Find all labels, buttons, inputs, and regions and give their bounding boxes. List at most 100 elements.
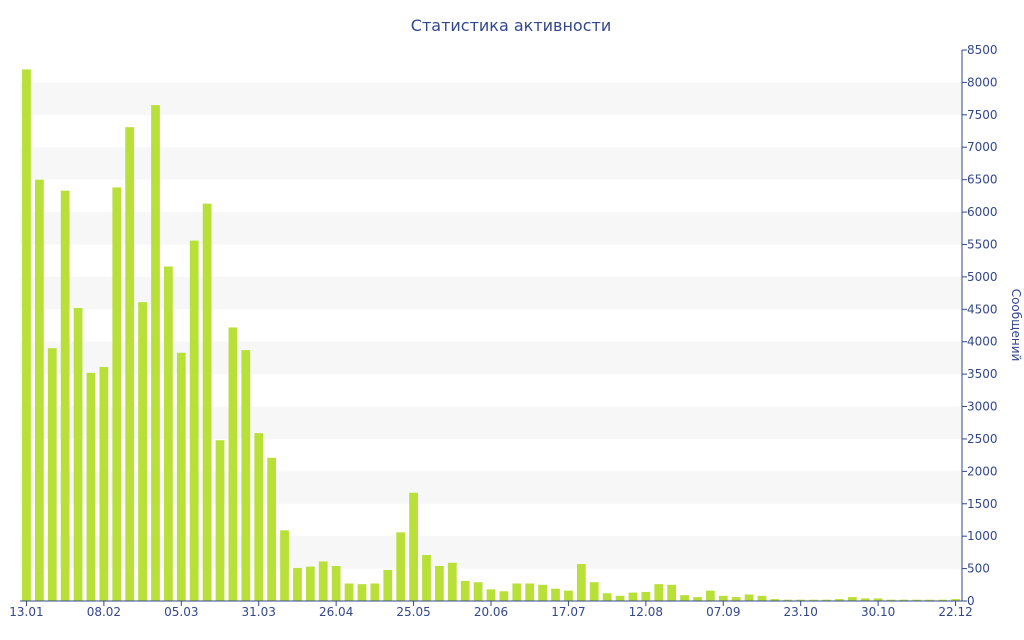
y-tick-label: 2500 bbox=[967, 432, 998, 446]
bar bbox=[202, 203, 212, 601]
bars-group bbox=[22, 69, 960, 602]
x-tick-label: 08.02 bbox=[87, 605, 121, 619]
bar bbox=[22, 69, 31, 601]
bar bbox=[228, 327, 238, 601]
bar bbox=[951, 599, 960, 601]
bar bbox=[383, 569, 393, 601]
y-tick-label: 6000 bbox=[967, 205, 998, 219]
y-tick-label: 4500 bbox=[967, 302, 998, 316]
bar bbox=[667, 584, 677, 601]
bar bbox=[47, 348, 57, 601]
y-tick-label: 2000 bbox=[967, 464, 998, 478]
bar bbox=[215, 440, 225, 601]
bar bbox=[822, 599, 831, 601]
x-tick-label: 23.10 bbox=[784, 605, 818, 619]
bar bbox=[564, 590, 573, 601]
bar bbox=[473, 582, 483, 601]
bar bbox=[34, 179, 44, 601]
y-tick-label: 4000 bbox=[967, 335, 998, 349]
x-tick-label: 31.03 bbox=[242, 605, 276, 619]
bar bbox=[176, 352, 186, 601]
x-tick-label: 30.10 bbox=[861, 605, 895, 619]
bar bbox=[770, 599, 780, 601]
bar bbox=[189, 240, 199, 601]
bar bbox=[125, 127, 135, 601]
bar bbox=[873, 598, 883, 601]
bar bbox=[809, 599, 818, 601]
bar bbox=[576, 564, 586, 601]
bar bbox=[86, 372, 96, 601]
bar bbox=[602, 593, 612, 601]
bar bbox=[331, 566, 341, 601]
bar bbox=[370, 583, 380, 601]
y-axis-ticks: 0 500 1000 1500 2000 2500 3000 3500 4000 4500 5000… bbox=[962, 43, 998, 608]
x-tick-label: 20.06 bbox=[474, 605, 508, 619]
x-tick-label: 22.12 bbox=[938, 605, 972, 619]
bar bbox=[293, 567, 302, 601]
bar bbox=[460, 580, 470, 601]
grid-band bbox=[20, 82, 962, 115]
bar bbox=[705, 590, 715, 601]
bar bbox=[344, 583, 354, 601]
bar bbox=[757, 595, 767, 601]
x-tick-label: 12.08 bbox=[629, 605, 663, 619]
y-tick-label: 5500 bbox=[967, 237, 998, 251]
grid-band bbox=[20, 147, 962, 180]
y-tick-label: 3500 bbox=[967, 367, 998, 381]
bar bbox=[435, 566, 444, 601]
bar bbox=[151, 105, 160, 601]
bar bbox=[744, 594, 754, 601]
grid-bands bbox=[20, 82, 962, 569]
y-tick-label: 7000 bbox=[967, 140, 998, 154]
bar bbox=[112, 187, 122, 601]
bar bbox=[499, 591, 509, 601]
bar bbox=[60, 190, 70, 602]
x-tick-label: 07.09 bbox=[706, 605, 740, 619]
bar bbox=[422, 554, 431, 601]
bar bbox=[860, 598, 870, 601]
bar bbox=[241, 350, 251, 601]
bar bbox=[912, 599, 922, 601]
bar bbox=[318, 561, 328, 601]
bar bbox=[654, 584, 664, 601]
bar bbox=[641, 591, 651, 601]
grid-band bbox=[20, 536, 962, 569]
bar bbox=[538, 584, 547, 601]
bar bbox=[847, 597, 857, 601]
bar bbox=[305, 566, 315, 601]
x-tick-label: 13.01 bbox=[9, 605, 43, 619]
bar bbox=[138, 302, 147, 601]
y-tick-label: 7500 bbox=[967, 108, 998, 122]
bar bbox=[731, 597, 741, 601]
grid-band bbox=[20, 406, 962, 439]
grid-band bbox=[20, 212, 962, 245]
x-tick-label: 17.07 bbox=[551, 605, 585, 619]
bar bbox=[512, 583, 522, 601]
grid-band bbox=[20, 471, 962, 504]
bar bbox=[615, 595, 625, 601]
y-tick-label: 500 bbox=[967, 562, 990, 576]
bar bbox=[925, 599, 935, 601]
y-tick-label: 6500 bbox=[967, 173, 998, 187]
y-tick-label: 3000 bbox=[967, 400, 998, 414]
bar bbox=[396, 532, 406, 601]
bar bbox=[938, 599, 948, 601]
bar bbox=[164, 266, 173, 601]
bar bbox=[447, 562, 457, 601]
bar bbox=[589, 582, 599, 601]
bar bbox=[486, 589, 496, 601]
bar bbox=[525, 583, 535, 601]
bar bbox=[886, 599, 896, 601]
bar bbox=[267, 457, 277, 601]
bar bbox=[899, 599, 909, 601]
bar bbox=[280, 530, 289, 601]
y-tick-label: 1000 bbox=[967, 529, 998, 543]
bar bbox=[628, 592, 638, 601]
y-tick-label: 0 bbox=[967, 594, 975, 608]
y-tick-label: 8500 bbox=[967, 43, 998, 57]
bar bbox=[718, 595, 728, 601]
y-axis-label: Сообщений bbox=[1009, 289, 1023, 362]
x-tick-label: 26.04 bbox=[319, 605, 353, 619]
bar bbox=[835, 599, 844, 601]
